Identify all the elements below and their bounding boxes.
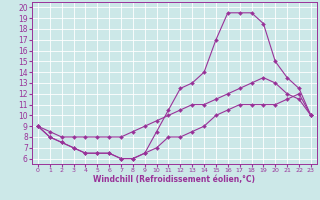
X-axis label: Windchill (Refroidissement éolien,°C): Windchill (Refroidissement éolien,°C) xyxy=(93,175,255,184)
